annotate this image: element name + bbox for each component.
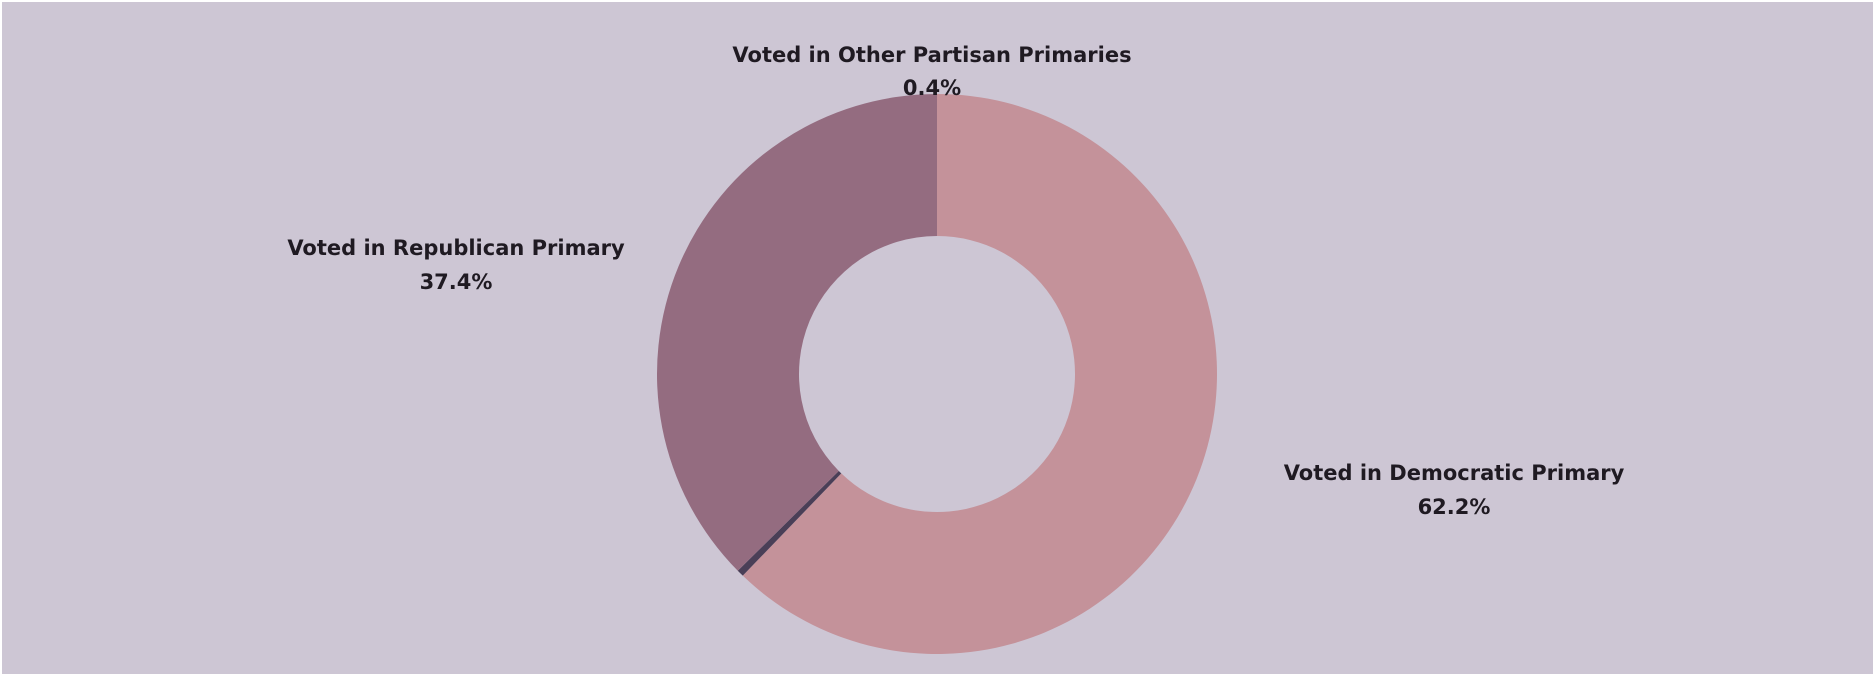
slice-label-other-name: Voted in Other Partisan Primaries — [732, 43, 1131, 67]
slice-democratic — [742, 94, 1218, 655]
slice-other — [737, 470, 842, 576]
slice-label-republican: Voted in Republican Primary 37.4% — [287, 236, 625, 294]
slice-label-democratic-value: 62.2% — [1418, 495, 1491, 519]
slice-republican — [657, 94, 937, 571]
slice-label-republican-value: 37.4% — [420, 270, 493, 294]
slices-group — [657, 94, 1218, 655]
slice-label-democratic: Voted in Democratic Primary 62.2% — [1284, 461, 1625, 519]
slice-label-other-value: 0.4% — [903, 76, 961, 100]
slice-label-republican-name: Voted in Republican Primary — [287, 236, 625, 260]
slice-label-other: Voted in Other Partisan Primaries 0.4% — [732, 43, 1131, 100]
slice-label-democratic-name: Voted in Democratic Primary — [1284, 461, 1625, 485]
